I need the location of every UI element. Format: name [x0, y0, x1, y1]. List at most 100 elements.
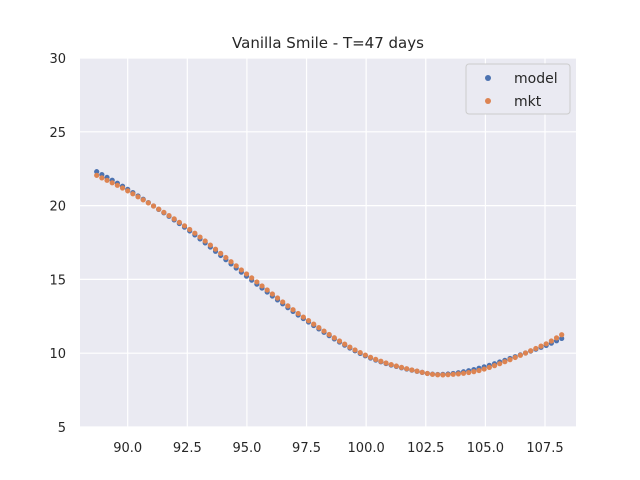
- mkt-point: [171, 216, 177, 222]
- mkt-point: [207, 242, 213, 248]
- mkt-point: [367, 354, 374, 360]
- mkt-point: [150, 203, 157, 209]
- mkt-point: [336, 338, 343, 344]
- legend-marker-model: [485, 75, 491, 81]
- mkt-point: [94, 172, 100, 178]
- x-tick-label: 102.5: [407, 441, 444, 456]
- mkt-point: [285, 303, 291, 309]
- mkt-point: [145, 200, 151, 206]
- mkt-point: [445, 372, 451, 378]
- x-tick-label: 105.0: [467, 441, 504, 456]
- y-tick-label: 10: [49, 347, 66, 362]
- mkt-point: [528, 348, 534, 354]
- mkt-point: [517, 352, 523, 358]
- mkt-point: [135, 194, 141, 200]
- x-tick-label: 90.0: [113, 441, 142, 456]
- mkt-point: [543, 341, 549, 347]
- mkt-point: [218, 250, 224, 256]
- mkt-point: [316, 325, 322, 331]
- mkt-point: [486, 364, 492, 370]
- mkt-point: [404, 366, 410, 372]
- mkt-point: [166, 212, 172, 219]
- mkt-point: [259, 283, 265, 289]
- mkt-point: [548, 338, 554, 344]
- mkt-point: [553, 335, 560, 341]
- mkt-point: [161, 209, 167, 215]
- mkt-point: [264, 287, 270, 293]
- mkt-point: [109, 180, 115, 186]
- mkt-point: [243, 271, 250, 277]
- mkt-point: [471, 369, 477, 375]
- mkt-point: [559, 332, 565, 338]
- mkt-point: [326, 331, 332, 338]
- mkt-point: [249, 275, 255, 281]
- mkt-point: [187, 226, 193, 233]
- mkt-point: [305, 318, 312, 324]
- mkt-point: [119, 185, 126, 191]
- mkt-point: [202, 238, 208, 244]
- y-tick-label: 15: [49, 273, 66, 288]
- tick-labels: 90.0 92.5 95.0 97.5 100.0 102.5 105.0 107.5 5 10 1…: [49, 52, 563, 456]
- mkt-point: [414, 368, 420, 374]
- mkt-point: [104, 177, 110, 183]
- mkt-point: [331, 335, 337, 341]
- mkt-point: [290, 307, 296, 313]
- mkt-point: [388, 361, 394, 368]
- mkt-point: [362, 352, 368, 358]
- mkt-point: [274, 295, 281, 301]
- y-tick-label: 30: [49, 52, 66, 67]
- mkt-point: [538, 343, 544, 349]
- mkt-point: [424, 370, 430, 377]
- data-points: [94, 169, 565, 378]
- legend-marker-mkt: [485, 98, 491, 104]
- mkt-point: [450, 371, 456, 377]
- x-tick-label: 97.5: [292, 441, 321, 456]
- mkt-point: [460, 370, 467, 376]
- mkt-point: [393, 363, 399, 369]
- mkt-point: [130, 191, 136, 197]
- mkt-point: [435, 372, 441, 378]
- mkt-point: [176, 219, 182, 225]
- mkt-point: [212, 246, 219, 252]
- mkt-point: [378, 358, 384, 364]
- mkt-point: [481, 366, 487, 372]
- mkt-point: [429, 371, 436, 377]
- mkt-point: [269, 291, 275, 297]
- y-tick-label: 5: [58, 421, 66, 436]
- y-tick-label: 25: [49, 126, 66, 141]
- mkt-point: [280, 299, 286, 305]
- y-tick-label: 20: [49, 200, 66, 215]
- x-tick-label: 107.5: [526, 441, 563, 456]
- model-point: [559, 335, 565, 342]
- mkt-point: [321, 328, 327, 334]
- grid: [80, 57, 576, 428]
- mkt-point: [223, 254, 229, 261]
- mkt-point: [466, 369, 472, 376]
- x-tick-label: 100.0: [348, 441, 385, 456]
- mkt-point: [114, 182, 120, 188]
- mkt-point: [140, 197, 146, 203]
- mkt-point: [502, 359, 508, 365]
- legend-box: [465, 63, 571, 115]
- mkt-point: [295, 310, 301, 317]
- mkt-point: [125, 188, 131, 194]
- mkt-point: [228, 259, 234, 265]
- mkt-point: [398, 364, 405, 371]
- mkt-point: [409, 367, 415, 373]
- mkt-point: [419, 369, 425, 375]
- mkt-point: [347, 344, 353, 350]
- mkt-point: [156, 206, 162, 212]
- legend-label-model: model: [514, 71, 558, 87]
- mkt-point: [254, 279, 260, 285]
- mkt-point: [383, 360, 389, 366]
- mkt-point: [373, 356, 379, 362]
- mkt-point: [533, 345, 539, 352]
- mkt-point: [357, 349, 363, 356]
- mkt-point: [512, 354, 518, 361]
- chart-title: Vanilla Smile - T=47 days: [232, 34, 424, 52]
- mkt-point: [99, 175, 105, 181]
- mkt-point: [455, 371, 461, 377]
- mkt-point: [497, 361, 503, 367]
- x-tick-label: 92.5: [173, 441, 202, 456]
